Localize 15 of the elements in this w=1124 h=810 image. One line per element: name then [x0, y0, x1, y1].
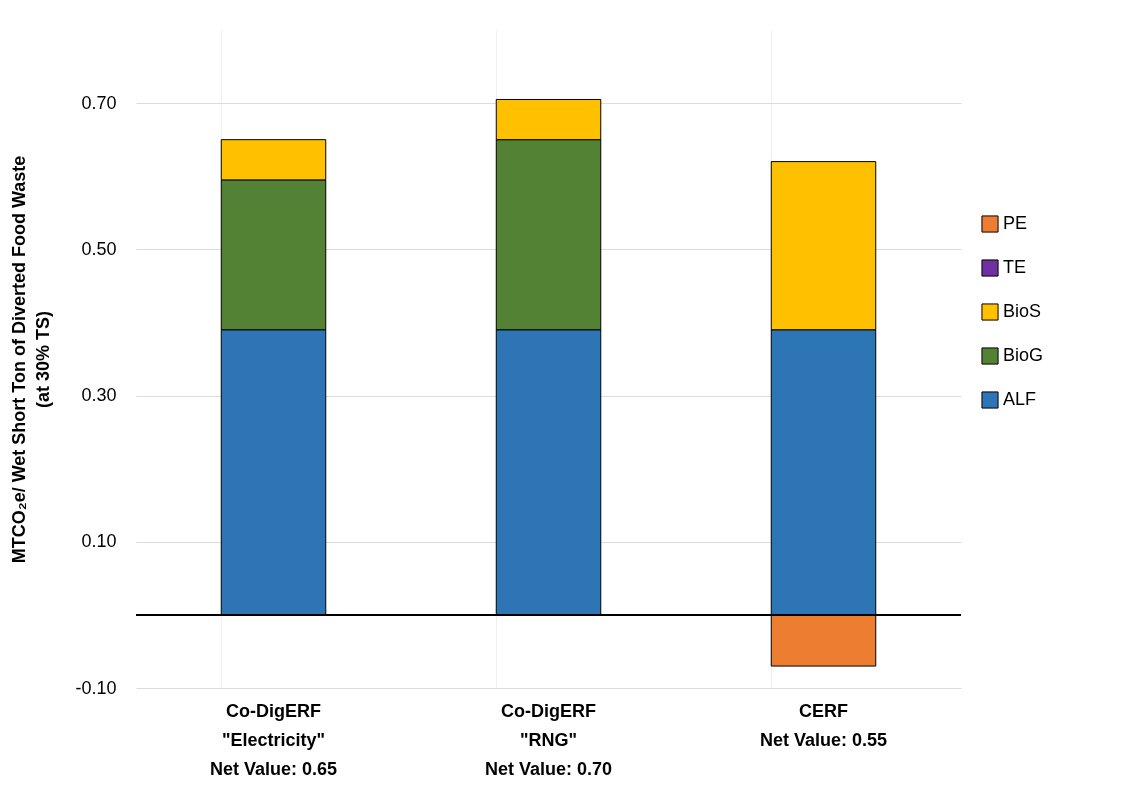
y-tick-label: 0.10 — [81, 531, 117, 552]
legend-label: BioS — [1003, 301, 1042, 321]
y-axis-title: MTCO₂e/ Wet Short Ton of Diverted Food Waste (at 30% TS) — [9, 155, 54, 564]
legend-label: BioG — [1003, 345, 1044, 365]
legend-label: ALF — [1003, 389, 1037, 409]
legend-label: TE — [1003, 257, 1027, 277]
x-tick-label: Co-DigERF "RNG" Net Value: 0.70 — [484, 700, 613, 779]
x-tick-label: CERF Net Value: 0.55 — [759, 700, 888, 750]
legend-label: PE — [1003, 213, 1028, 233]
y-tick-label: 0.50 — [81, 238, 117, 259]
y-tick-label: -0.10 — [75, 677, 117, 698]
bar — [770, 614, 877, 667]
y-tick-label: 0.30 — [81, 385, 117, 406]
y-tick-label: 0.70 — [81, 92, 117, 113]
x-tick-label: Co-DigERF "Electricity" Net Value: 0.65 — [209, 700, 338, 779]
